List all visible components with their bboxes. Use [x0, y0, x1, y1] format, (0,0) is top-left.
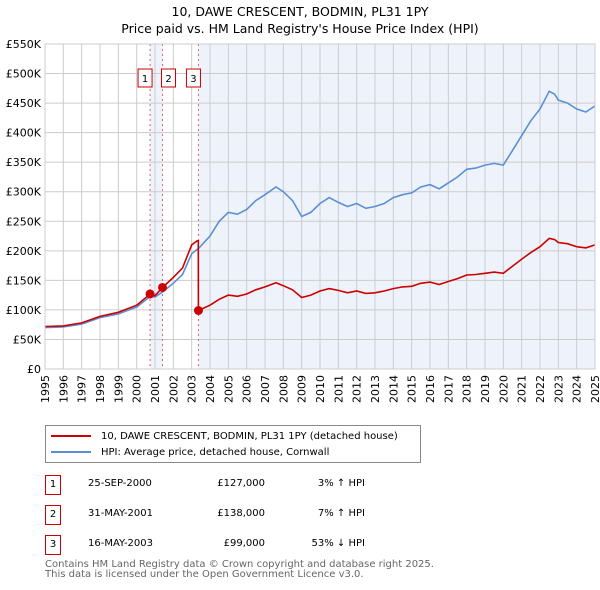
sale-row: 2 31-MAY-2001 £138,000 7% ↑ HPI — [45, 505, 465, 525]
y-tick-label: £50K — [13, 333, 42, 346]
chart: £0 £50K £100K £150K £200K £250K £300K £350K £400… — [6, 38, 600, 403]
sale-label-box — [185, 68, 201, 88]
sale-label: 1 — [142, 74, 148, 85]
legend-label-hpi: HPI: Average price, detached house, Corn… — [101, 446, 330, 458]
legend-label-property: 10, DAWE CRESCENT, BODMIN, PL31 1PY (det… — [101, 430, 398, 442]
y-tick-label: £150K — [6, 274, 42, 287]
footer-line-1: Contains HM Land Registry data © Crown c… — [45, 559, 434, 570]
y-tick-label: £100K — [6, 304, 42, 317]
x-tick-label: 2018 — [461, 375, 474, 403]
sale-hpi: 53% ↓ HPI — [311, 538, 365, 549]
y-tick-label: £200K — [6, 245, 42, 258]
legend: 10, DAWE CRESCENT, BODMIN, PL31 1PY (det… — [45, 425, 421, 463]
sale-label: 2 — [165, 74, 171, 85]
shaded-region — [150, 44, 163, 369]
y-tick-label: £300K — [6, 186, 42, 199]
sale-date: 16-MAY-2003 — [88, 538, 154, 549]
x-tick-label: 2023 — [552, 375, 565, 403]
sale-label-box — [161, 68, 177, 88]
plot-border — [44, 43, 596, 370]
sale-number: 3 — [45, 535, 61, 555]
y-tick-label: £450K — [6, 97, 42, 110]
sale-price: £99,000 — [223, 538, 265, 549]
x-tick-label: 2016 — [424, 375, 437, 403]
x-tick-label: 2009 — [296, 375, 309, 403]
sale-number: 2 — [45, 505, 61, 525]
y-tick-label: £350K — [6, 156, 42, 169]
sale-number: 1 — [45, 475, 61, 495]
shaded-region — [198, 44, 595, 369]
x-tick-label: 2008 — [277, 375, 290, 403]
legend-swatch-hpi — [51, 451, 91, 453]
x-tick-label: 2019 — [479, 375, 492, 403]
x-tick-label: 2013 — [369, 375, 382, 403]
y-tick-label: £0 — [27, 363, 41, 376]
x-tick-label: 2014 — [387, 375, 400, 403]
x-tick-label: 2010 — [314, 375, 327, 403]
sale-date: 31-MAY-2001 — [88, 508, 154, 519]
x-tick-label: 2006 — [241, 375, 254, 403]
property-line — [44, 237, 596, 328]
x-tick-label: 1997 — [76, 375, 89, 403]
x-tick-label: 1998 — [94, 375, 107, 403]
sale-label-box — [137, 68, 153, 88]
hpi-line — [44, 90, 596, 329]
x-tick-label: 2011 — [332, 375, 345, 403]
x-tick-label: 2012 — [351, 375, 364, 403]
x-tick-label: 1995 — [39, 375, 52, 403]
footer-line-2: This data is licensed under the Open Gov… — [45, 569, 364, 580]
x-tick-label: 1999 — [112, 375, 125, 403]
footer: Contains HM Land Registry data © Crown c… — [45, 560, 434, 580]
x-tick-label: 2015 — [406, 375, 419, 403]
sale-row: 1 25-SEP-2000 £127,000 3% ↑ HPI — [45, 475, 465, 495]
x-tick-label: 1996 — [57, 375, 70, 403]
x-tick-label: 2024 — [571, 375, 584, 403]
sale-hpi: 7% ↑ HPI — [317, 508, 365, 519]
legend-swatch-property — [51, 435, 91, 437]
sale-point — [145, 289, 155, 299]
sale-hpi: 3% ↑ HPI — [317, 478, 365, 489]
x-tick-label: 2005 — [222, 375, 235, 403]
chart-subtitle: Price paid vs. HM Land Registry's House … — [121, 21, 479, 36]
y-tick-label: £250K — [6, 215, 42, 228]
x-tick-label: 2017 — [442, 375, 455, 403]
sale-point — [193, 306, 203, 315]
x-tick-label: 2025 — [589, 375, 600, 403]
x-tick-label: 2000 — [131, 375, 144, 403]
y-tick-label: £500K — [6, 68, 42, 81]
y-tick-label: £550K — [6, 38, 42, 51]
x-tick-label: 2002 — [167, 375, 180, 403]
x-tick-label: 2007 — [259, 375, 272, 403]
x-tick-label: 2020 — [497, 375, 510, 403]
x-tick-label: 2001 — [149, 375, 162, 403]
sale-row: 3 16-MAY-2003 £99,000 53% ↓ HPI — [45, 535, 465, 555]
sale-label: 3 — [190, 74, 196, 85]
x-tick-label: 2022 — [534, 375, 547, 403]
sale-date: 25-SEP-2000 — [88, 478, 152, 489]
sale-price: £138,000 — [217, 508, 265, 519]
x-tick-label: 2021 — [516, 375, 529, 403]
sale-point — [158, 282, 168, 292]
sale-price: £127,000 — [217, 478, 265, 489]
y-tick-label: £400K — [6, 127, 42, 140]
x-tick-label: 2004 — [204, 375, 217, 403]
chart-title: 10, DAWE CRESCENT, BODMIN, PL31 1PY — [171, 4, 429, 19]
x-tick-label: 2003 — [186, 375, 199, 403]
